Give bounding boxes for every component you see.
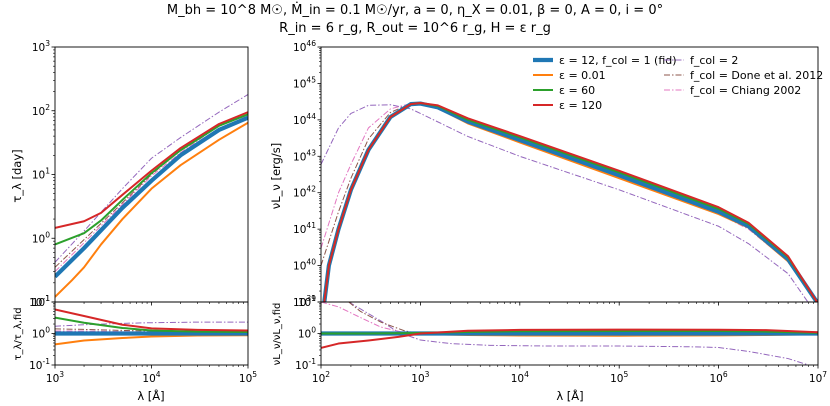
series-group xyxy=(55,94,248,298)
series-line-sed-eps60 xyxy=(323,102,818,302)
y-tick-label: 101 xyxy=(298,294,316,309)
y-tick-label: 101 xyxy=(32,167,50,182)
legend-label: ε = 60 xyxy=(559,84,595,97)
series-group xyxy=(321,302,818,365)
series-line-sed_ratio-eps120 xyxy=(321,328,818,349)
y-tick-label: 1041 xyxy=(293,221,316,236)
series-line-sed-chiang xyxy=(321,103,818,302)
legend-entry-c1-2: ε = 60 xyxy=(533,84,595,97)
sed-y-axis-label: νL_ν [erg/s] xyxy=(269,143,283,209)
panel-lag_ratio: 10-1 100 101 103 104 105 xyxy=(29,294,257,385)
x-tick-label: 104 xyxy=(142,370,160,385)
legend-label: f_col = Done et al. 2012 xyxy=(690,69,823,82)
series-line-sed-done xyxy=(321,103,818,302)
series-line-lag-done xyxy=(55,113,248,268)
series-line-sed-fcol2 xyxy=(321,104,809,302)
x-tick-label: 103 xyxy=(46,370,64,385)
y-tick-label: 100 xyxy=(298,326,316,341)
y-tick-label: 102 xyxy=(32,103,50,118)
x-tick-label: 103 xyxy=(411,370,429,385)
y-tick-label: 1042 xyxy=(293,185,316,200)
y-tick-label: 1044 xyxy=(293,112,316,127)
y-tick-label: 101 xyxy=(32,294,50,309)
series-line-lag-eps0.01 xyxy=(55,121,248,298)
series-line-lag_ratio-eps0.01 xyxy=(55,334,248,346)
legend-entry-c2-2: f_col = Chiang 2002 xyxy=(664,84,801,97)
legend-label: ε = 120 xyxy=(559,99,602,112)
lag-y-axis-label: τ_λ [day] xyxy=(10,149,24,202)
x-tick-label: 105 xyxy=(239,370,257,385)
axes-frame xyxy=(320,301,819,366)
series-line-lag_ratio-eps120 xyxy=(55,308,248,332)
x-tick-label: 106 xyxy=(710,370,728,385)
lag-ratio-y-axis-label: τ_λ/τ_λ,fid xyxy=(13,307,24,360)
legend-entry-c2-0: f_col = 2 xyxy=(664,54,738,67)
legend-entry-c1-1: ε = 0.01 xyxy=(533,69,606,82)
y-tick-label: 1043 xyxy=(293,148,316,163)
x-tick-label: 104 xyxy=(511,370,529,385)
y-tick-label: 100 xyxy=(32,326,50,341)
series-group xyxy=(55,308,248,346)
y-tick-label: 103 xyxy=(32,39,50,54)
series-line-lag-fid xyxy=(55,115,248,279)
legend-label: ε = 12, f_col = 1 (fid) xyxy=(559,54,677,67)
x-tick-label: 107 xyxy=(809,370,827,385)
legend-entry-c1-0: ε = 12, f_col = 1 (fid) xyxy=(533,54,677,67)
series-group xyxy=(321,101,818,302)
sed-x-axis-label: λ [Å] xyxy=(556,388,583,403)
series-line-sed_ratio-fcol2 xyxy=(348,302,811,365)
y-tick-label: 1045 xyxy=(293,75,316,90)
series-line-sed-eps120 xyxy=(323,102,818,302)
legend-entry-c2-1: f_col = Done et al. 2012 xyxy=(664,69,823,82)
y-tick-label: 1046 xyxy=(293,39,316,54)
series-line-lag-eps60 xyxy=(55,113,248,246)
legend-entry-c1-3: ε = 120 xyxy=(533,99,602,112)
figure-title-line-1: M_bh = 10^8 M☉, Ṁ_in = 0.1 M☉/yr, a = 0,… xyxy=(166,3,664,18)
series-line-lag-fcol2 xyxy=(55,94,248,263)
series-line-sed_ratio-eps60 xyxy=(321,330,818,335)
sed-ratio-y-axis-label: νL_ν/νL_ν,fid xyxy=(272,303,283,366)
x-tick-label: 105 xyxy=(610,370,628,385)
series-line-lag_ratio-fcol2 xyxy=(55,321,248,327)
series-line-sed-eps0.01 xyxy=(323,103,818,302)
legend: ε = 12, f_col = 1 (fid) ε = 0.01 ε = 60 ε =… xyxy=(533,54,823,112)
y-tick-label: 100 xyxy=(32,230,50,245)
figure-title-line-2: R_in = 6 r_g, R_out = 10^6 r_g, H = ε r_… xyxy=(279,21,551,36)
axes-frame xyxy=(54,301,249,366)
y-tick-label: 10-1 xyxy=(295,357,316,372)
legend-label: f_col = 2 xyxy=(690,54,738,67)
legend-label: ε = 0.01 xyxy=(559,69,606,82)
series-line-sed-fid xyxy=(322,101,818,302)
series-line-lag-eps120 xyxy=(55,111,248,229)
panel-sed_ratio: 10-1 100 101 102 103 104 105 106 107 xyxy=(295,294,827,385)
lag-x-axis-label: λ [Å] xyxy=(137,388,164,403)
x-tick-label: 102 xyxy=(312,370,330,385)
legend-label: f_col = Chiang 2002 xyxy=(690,84,801,97)
series-line-lag_ratio-eps60 xyxy=(55,316,248,333)
y-tick-label: 1040 xyxy=(293,258,316,273)
y-tick-label: 10-1 xyxy=(29,357,50,372)
